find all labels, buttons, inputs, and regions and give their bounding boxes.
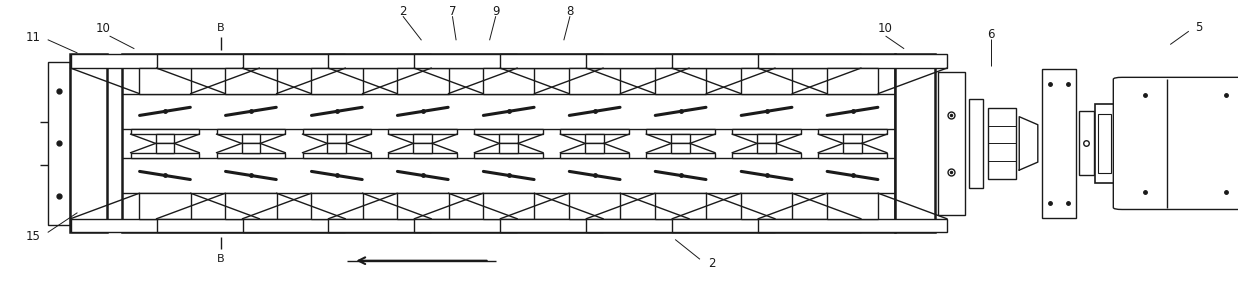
Bar xyxy=(156,134,175,143)
Bar xyxy=(741,193,792,219)
Bar xyxy=(501,219,689,232)
Text: 6: 6 xyxy=(987,28,995,41)
Bar xyxy=(243,219,431,232)
Bar xyxy=(71,219,259,232)
Bar xyxy=(302,153,372,158)
Bar xyxy=(414,134,432,143)
Bar xyxy=(225,193,276,219)
Bar xyxy=(156,219,346,232)
Bar xyxy=(741,68,792,93)
Bar xyxy=(844,143,862,153)
Bar xyxy=(217,153,285,158)
Bar xyxy=(328,219,517,232)
Bar xyxy=(758,219,947,232)
Text: B: B xyxy=(217,254,224,264)
Text: 9: 9 xyxy=(492,5,499,18)
Text: 8: 8 xyxy=(566,5,574,18)
Bar xyxy=(311,193,363,219)
Bar xyxy=(569,193,621,219)
Bar xyxy=(69,55,107,232)
Bar xyxy=(585,134,605,143)
Bar xyxy=(389,129,457,134)
Bar xyxy=(327,134,346,143)
Bar xyxy=(672,134,690,143)
Bar xyxy=(156,143,175,153)
Bar xyxy=(818,129,887,134)
Bar xyxy=(585,143,605,153)
Bar xyxy=(586,219,774,232)
Bar xyxy=(483,68,534,93)
Text: 10: 10 xyxy=(95,22,110,36)
Text: 2: 2 xyxy=(709,257,716,270)
Bar xyxy=(826,193,878,219)
Bar xyxy=(1099,114,1111,173)
Bar xyxy=(414,143,432,153)
Bar xyxy=(311,68,363,93)
Bar xyxy=(655,68,706,93)
Bar xyxy=(1079,111,1094,176)
Bar xyxy=(844,134,862,143)
Bar xyxy=(969,99,984,188)
Bar xyxy=(302,129,372,134)
Bar xyxy=(139,68,191,93)
FancyBboxPatch shape xyxy=(1114,77,1239,210)
Bar xyxy=(732,153,800,158)
Bar xyxy=(938,72,965,215)
Bar xyxy=(242,143,260,153)
Bar xyxy=(48,62,69,225)
Bar xyxy=(121,55,896,232)
Bar xyxy=(647,129,715,134)
Bar xyxy=(396,68,449,93)
Bar xyxy=(475,153,543,158)
Bar xyxy=(818,153,887,158)
Bar xyxy=(483,193,534,219)
Bar xyxy=(499,134,518,143)
Bar xyxy=(989,108,1016,179)
Bar xyxy=(156,55,346,68)
Bar xyxy=(414,55,603,68)
Bar xyxy=(1095,104,1115,183)
Bar xyxy=(327,143,346,153)
Bar xyxy=(1042,69,1077,218)
Bar xyxy=(672,143,690,153)
Bar xyxy=(501,55,689,68)
Text: 5: 5 xyxy=(1194,21,1202,34)
Bar xyxy=(732,129,800,134)
Bar xyxy=(647,153,715,158)
Text: B: B xyxy=(217,23,224,33)
Bar xyxy=(130,129,199,134)
Bar xyxy=(569,68,621,93)
Bar xyxy=(414,219,603,232)
Bar xyxy=(560,129,629,134)
Bar xyxy=(475,129,543,134)
Bar xyxy=(499,143,518,153)
Bar xyxy=(673,55,861,68)
Bar xyxy=(673,219,861,232)
Text: 11: 11 xyxy=(25,31,41,44)
Bar xyxy=(328,55,517,68)
Bar xyxy=(242,134,260,143)
Bar xyxy=(243,55,431,68)
Bar xyxy=(217,129,285,134)
Bar xyxy=(225,68,276,93)
Text: 2: 2 xyxy=(399,5,406,18)
Bar xyxy=(130,153,199,158)
Polygon shape xyxy=(1020,117,1038,170)
Bar xyxy=(896,55,935,232)
Bar xyxy=(758,55,947,68)
Text: 7: 7 xyxy=(449,5,456,18)
Bar xyxy=(757,134,776,143)
Bar xyxy=(396,193,449,219)
Bar xyxy=(71,55,259,68)
Bar xyxy=(586,55,774,68)
Bar xyxy=(139,193,191,219)
Bar xyxy=(560,153,629,158)
Bar xyxy=(655,193,706,219)
Bar xyxy=(757,143,776,153)
Bar xyxy=(826,68,878,93)
Text: 15: 15 xyxy=(26,230,41,243)
Bar xyxy=(389,153,457,158)
Text: 10: 10 xyxy=(878,22,893,36)
